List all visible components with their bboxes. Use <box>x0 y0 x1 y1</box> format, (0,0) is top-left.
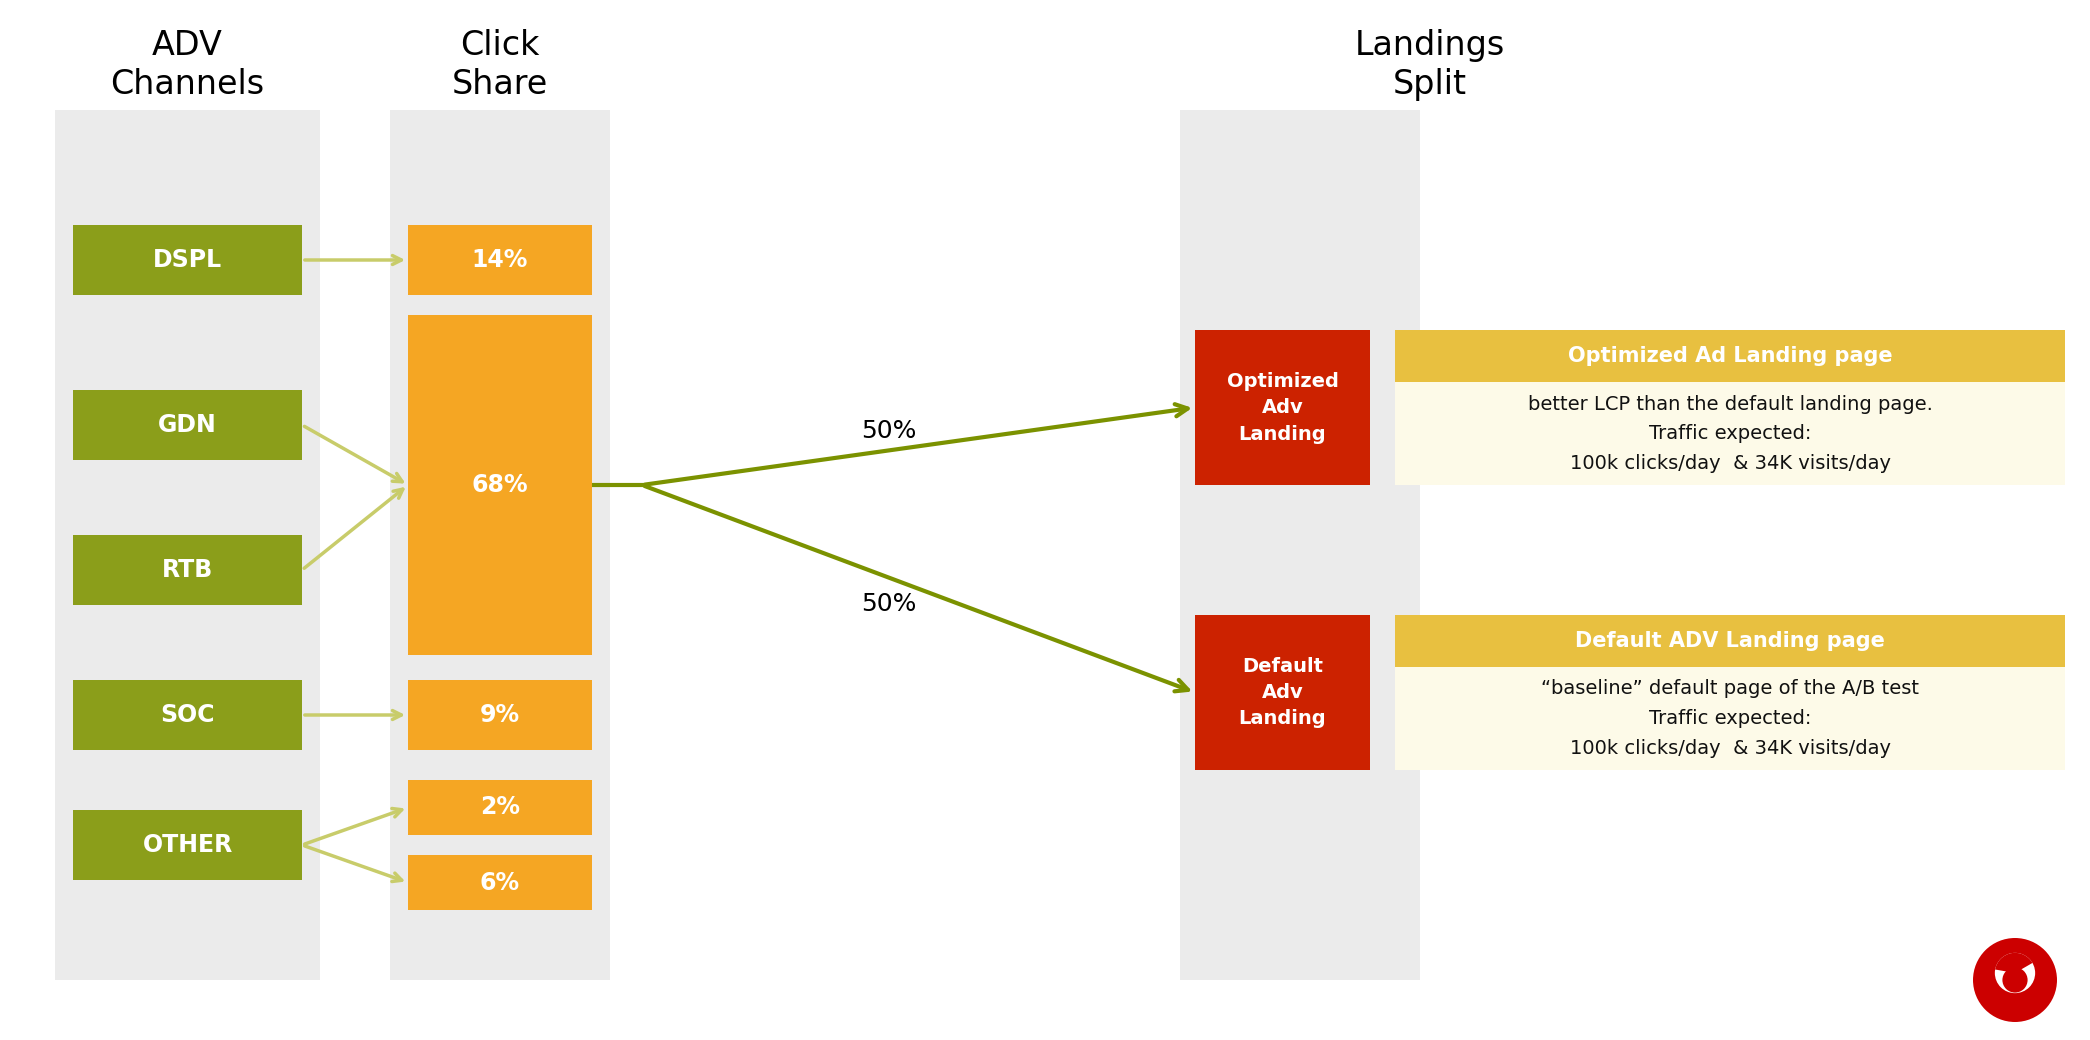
Circle shape <box>2002 967 2027 992</box>
Bar <box>1394 615 2065 667</box>
Circle shape <box>1973 938 2057 1022</box>
Bar <box>408 680 591 750</box>
Text: Click
Share: Click Share <box>451 29 548 101</box>
Bar <box>1394 330 2065 382</box>
Text: “baseline” default page of the A/B test
Traffic expected:
100k clicks/day  & 34K: “baseline” default page of the A/B test … <box>1540 679 1919 757</box>
Bar <box>73 680 301 750</box>
Text: 50%: 50% <box>861 592 915 616</box>
Bar <box>73 225 301 295</box>
Bar <box>408 315 591 655</box>
Bar <box>408 855 591 910</box>
Text: Default
Adv
Landing: Default Adv Landing <box>1239 656 1327 728</box>
Bar <box>1394 382 2065 485</box>
Bar <box>54 110 320 980</box>
Bar <box>1394 667 2065 770</box>
Text: DSPL: DSPL <box>153 248 222 272</box>
Text: RTB: RTB <box>161 558 213 582</box>
Text: GDN: GDN <box>159 413 217 437</box>
Text: 14%: 14% <box>472 248 529 272</box>
Bar <box>408 780 591 835</box>
Bar <box>73 535 301 605</box>
Text: Optimized
Adv
Landing: Optimized Adv Landing <box>1227 371 1338 443</box>
Text: ADV
Channels: ADV Channels <box>111 29 265 101</box>
Text: 2%: 2% <box>481 796 520 820</box>
Bar <box>391 110 610 980</box>
Text: better LCP than the default landing page.
Traffic expected:
100k clicks/day  & 3: better LCP than the default landing page… <box>1528 394 1933 472</box>
Text: 68%: 68% <box>472 473 529 497</box>
Text: Default ADV Landing page: Default ADV Landing page <box>1576 631 1885 651</box>
Bar <box>1195 615 1371 770</box>
Text: 9%: 9% <box>481 703 520 727</box>
Bar <box>1181 110 1419 980</box>
Text: Optimized Ad Landing page: Optimized Ad Landing page <box>1568 346 1891 366</box>
Bar <box>1195 330 1371 485</box>
Text: 6%: 6% <box>481 870 520 894</box>
Wedge shape <box>1996 953 2031 973</box>
Circle shape <box>1994 953 2036 993</box>
Bar <box>73 390 301 460</box>
Bar <box>73 810 301 880</box>
Text: OTHER: OTHER <box>142 833 232 857</box>
Text: SOC: SOC <box>161 703 215 727</box>
Text: 50%: 50% <box>861 419 915 443</box>
Text: Landings
Split: Landings Split <box>1354 29 1505 101</box>
Bar <box>408 225 591 295</box>
